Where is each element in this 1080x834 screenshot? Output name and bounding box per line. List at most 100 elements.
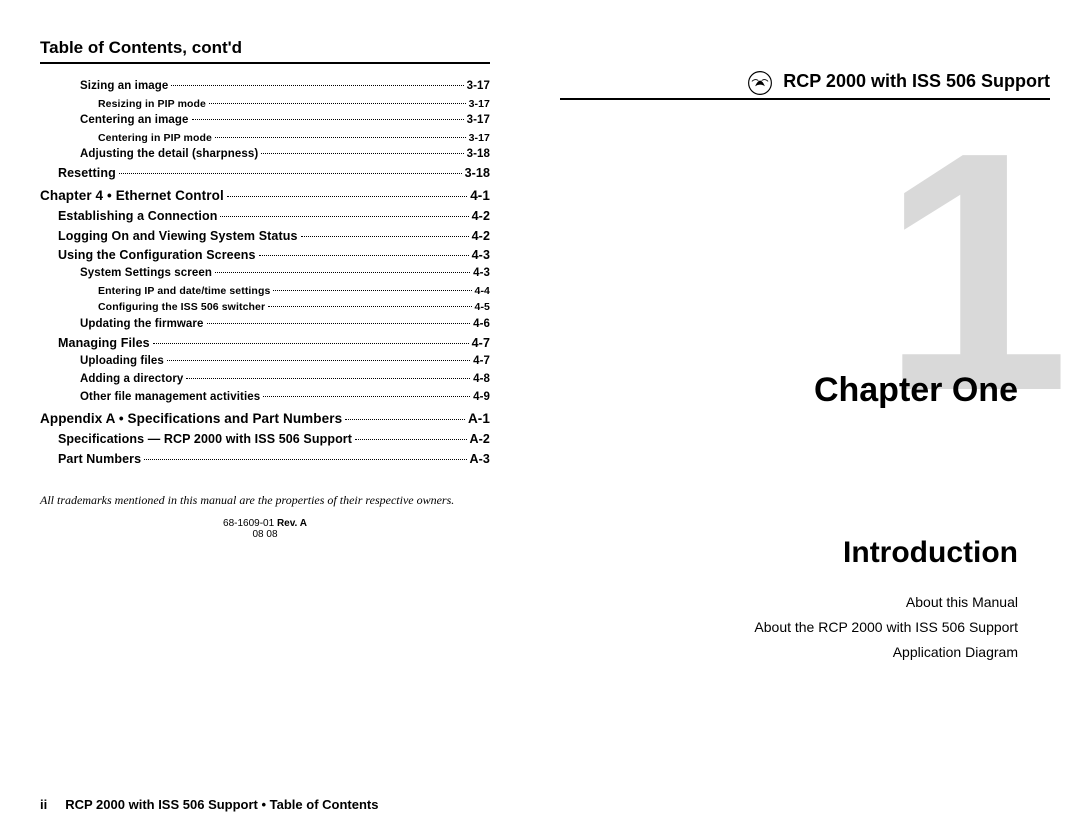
toc-entry-page: 4-4 [475, 283, 490, 299]
toc-leader-dots [261, 153, 463, 154]
footer-line: RCP 2000 with ISS 506 Support • Table of… [65, 797, 378, 812]
left-footer: ii RCP 2000 with ISS 506 Support • Table… [40, 797, 378, 812]
toc-entry-label: Resizing in PIP mode [98, 96, 206, 112]
toc-entry: Logging On and Viewing System Status 4-2 [58, 227, 490, 246]
toc-entry: Centering in PIP mode 3-17 [98, 130, 490, 146]
chapter-sub-item: About this Manual [754, 590, 1018, 615]
toc-entry-label: Adjusting the detail (sharpness) [80, 146, 258, 164]
toc-entry: Resizing in PIP mode 3-17 [98, 96, 490, 112]
toc-entry-label: Part Numbers [58, 450, 141, 469]
toc-entry: Using the Configuration Screens 4-3 [58, 246, 490, 265]
left-page: Table of Contents, cont'd Sizing an imag… [40, 38, 490, 540]
toc-entry: Centering an image 3-17 [80, 112, 490, 130]
chapter-big-number: 1 [881, 136, 1060, 408]
toc-leader-dots [192, 119, 464, 120]
toc-entry-page: A-2 [470, 430, 490, 449]
toc-entry-page: 3-17 [469, 130, 490, 146]
toc-entry-page: 3-17 [467, 112, 490, 130]
toc-entry-page: 4-8 [473, 371, 490, 389]
toc-entry-label: Resetting [58, 164, 116, 183]
toc-entry: Appendix A • Specifications and Part Num… [40, 409, 490, 430]
toc-entry-label: Sizing an image [80, 78, 168, 96]
toc-entry-label: Updating the firmware [80, 316, 204, 334]
toc-leader-dots [144, 459, 466, 460]
toc-entry-page: 3-18 [467, 146, 490, 164]
toc-entry-label: Logging On and Viewing System Status [58, 227, 298, 246]
toc-leader-dots [345, 419, 465, 420]
chapter-sub-item: Application Diagram [754, 640, 1018, 665]
toc-list: Sizing an image 3-17Resizing in PIP mode… [40, 76, 490, 469]
toc-entry-page: 4-1 [470, 186, 490, 207]
toc-entry-page: 4-2 [472, 227, 490, 246]
toc-leader-dots [119, 173, 462, 174]
toc-leader-dots [263, 396, 470, 397]
toc-leader-dots [273, 290, 471, 291]
brand-logo-icon [747, 70, 773, 96]
toc-entry: Entering IP and date/time settings 4-4 [98, 283, 490, 299]
toc-entry-label: Uploading files [80, 353, 164, 371]
toc-entry-page: 4-9 [473, 389, 490, 407]
toc-entry-label: Using the Configuration Screens [58, 246, 256, 265]
toc-leader-dots [227, 196, 467, 197]
toc-leader-dots [215, 137, 466, 138]
chapter-sub-list: About this ManualAbout the RCP 2000 with… [754, 590, 1018, 666]
rev-date: 08 08 [252, 529, 277, 540]
toc-entry-label: Configuring the ISS 506 switcher [98, 299, 265, 315]
chapter-label: Chapter One [814, 371, 1018, 410]
toc-entry: Specifications — RCP 2000 with ISS 506 S… [58, 430, 490, 449]
toc-entry-label: Other file management activities [80, 389, 260, 407]
toc-leader-dots [207, 323, 471, 324]
toc-entry-label: Adding a directory [80, 371, 183, 389]
toc-entry-page: 4-3 [472, 246, 490, 265]
toc-entry-label: Specifications — RCP 2000 with ISS 506 S… [58, 430, 352, 449]
toc-entry: Other file management activities 4-9 [80, 389, 490, 407]
toc-entry-page: 4-7 [472, 334, 490, 353]
toc-entry-label: Centering an image [80, 112, 189, 130]
toc-leader-dots [153, 343, 469, 344]
toc-entry: System Settings screen 4-3 [80, 265, 490, 283]
toc-entry: Sizing an image 3-17 [80, 78, 490, 96]
toc-entry: Resetting 3-18 [58, 164, 490, 183]
toc-entry: Adjusting the detail (sharpness) 3-18 [80, 146, 490, 164]
trademark-note: All trademarks mentioned in this manual … [40, 493, 490, 508]
right-page: RCP 2000 with ISS 506 Support 1 Chapter … [560, 66, 1050, 100]
chapter-name: Introduction [843, 536, 1018, 570]
toc-entry-page: 4-6 [473, 316, 490, 334]
toc-entry: Establishing a Connection 4-2 [58, 207, 490, 226]
toc-entry-page: A-1 [468, 409, 490, 430]
toc-entry-label: Establishing a Connection [58, 207, 217, 226]
toc-header: Table of Contents, cont'd [40, 38, 490, 64]
toc-entry-page: 4-7 [473, 353, 490, 371]
chapter-sub-item: About the RCP 2000 with ISS 506 Support [754, 615, 1018, 640]
footer-page-number: ii [40, 797, 47, 812]
toc-entry: Chapter 4 • Ethernet Control 4-1 [40, 186, 490, 207]
toc-entry: Configuring the ISS 506 switcher 4-5 [98, 299, 490, 315]
toc-entry-label: System Settings screen [80, 265, 212, 283]
toc-leader-dots [167, 360, 470, 361]
toc-entry-page: 4-5 [475, 299, 490, 315]
toc-entry-page: 3-17 [469, 96, 490, 112]
rev-bold: Rev. A [277, 518, 307, 529]
toc-entry-label: Centering in PIP mode [98, 130, 212, 146]
toc-leader-dots [355, 439, 467, 440]
toc-entry-page: 3-18 [465, 164, 490, 183]
toc-entry-page: A-3 [470, 450, 490, 469]
toc-leader-dots [209, 103, 466, 104]
toc-entry-label: Appendix A • Specifications and Part Num… [40, 409, 342, 430]
toc-entry-label: Entering IP and date/time settings [98, 283, 270, 299]
toc-entry: Managing Files 4-7 [58, 334, 490, 353]
toc-leader-dots [171, 85, 463, 86]
toc-leader-dots [301, 236, 469, 237]
toc-entry: Adding a directory 4-8 [80, 371, 490, 389]
toc-entry-page: 4-3 [473, 265, 490, 283]
toc-leader-dots [259, 255, 469, 256]
toc-leader-dots [220, 216, 468, 217]
toc-entry: Updating the firmware 4-6 [80, 316, 490, 334]
revision-block: 68-1609-01 Rev. A 08 08 [40, 518, 490, 540]
toc-entry-label: Managing Files [58, 334, 150, 353]
toc-leader-dots [186, 378, 470, 379]
toc-leader-dots [268, 306, 471, 307]
rev-prefix: 68-1609-01 [223, 518, 277, 529]
toc-entry-label: Chapter 4 • Ethernet Control [40, 186, 224, 207]
toc-entry: Uploading files 4-7 [80, 353, 490, 371]
